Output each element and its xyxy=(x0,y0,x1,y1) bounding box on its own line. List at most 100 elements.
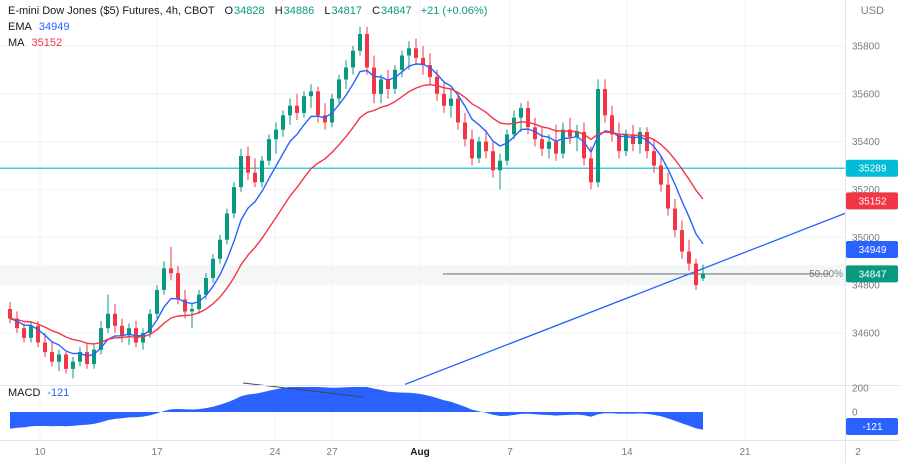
ma-label[interactable]: MA xyxy=(8,37,25,49)
candle-body xyxy=(295,105,299,113)
macd-value-tag-bg xyxy=(846,418,898,435)
ema-indicator-row: EMA 34949 xyxy=(8,19,487,35)
candle-body xyxy=(127,328,131,336)
candle-body xyxy=(85,352,89,365)
price-tag-34949-text: 34949 xyxy=(859,245,887,256)
candle-body xyxy=(414,48,418,58)
candle-body xyxy=(505,134,509,161)
candle-body xyxy=(155,289,159,314)
candle-body xyxy=(680,230,684,252)
ma-value: 35152 xyxy=(31,37,63,49)
candle-body xyxy=(610,115,614,135)
candle-body xyxy=(449,98,453,106)
candle-body xyxy=(99,328,103,350)
candle-body xyxy=(617,134,621,152)
fib-level-label: 50.00% xyxy=(809,269,843,280)
candle-body xyxy=(183,299,187,312)
candle-body xyxy=(645,132,649,152)
candle-body xyxy=(358,34,362,51)
price-tag-35289-bg xyxy=(846,159,898,177)
candle-body xyxy=(456,98,460,123)
high-value: 34886 xyxy=(283,5,315,17)
candle-body xyxy=(687,251,691,264)
time-tick-label[interactable]: 24 xyxy=(269,447,281,458)
macd-tick-label: 0 xyxy=(852,408,858,419)
candle-body xyxy=(526,108,530,128)
candle-body xyxy=(288,105,292,116)
price-tag-35152[interactable]: 35152 xyxy=(846,192,898,210)
macd-area xyxy=(10,387,703,430)
candle-body xyxy=(491,151,495,171)
ema-label[interactable]: EMA xyxy=(8,21,32,33)
ema-line xyxy=(9,63,704,357)
time-tick-label[interactable]: 7 xyxy=(507,447,513,458)
candle-body xyxy=(323,115,327,123)
candle-body xyxy=(253,172,257,183)
symbol-title[interactable]: E-mini Dow Jones ($5) Futures, 4h, CBOT xyxy=(8,5,215,17)
candle-body xyxy=(232,187,236,214)
time-tick-label[interactable]: 2 xyxy=(855,447,861,458)
candle-body xyxy=(421,57,425,66)
time-tick-label[interactable]: 10 xyxy=(34,447,46,458)
candle-body xyxy=(701,273,705,279)
macd-label[interactable]: MACD xyxy=(8,387,41,399)
candle-body xyxy=(302,96,306,113)
candle-body xyxy=(78,352,82,362)
candle-body xyxy=(330,98,334,123)
price-tick-label: 35600 xyxy=(852,89,880,100)
macd-indicator-row: MACD -121 xyxy=(8,387,69,399)
trendline[interactable] xyxy=(404,212,846,386)
time-tick-label[interactable]: Aug xyxy=(410,447,429,458)
currency-label[interactable]: USD xyxy=(860,5,884,17)
candle-body xyxy=(554,141,558,154)
candle-body xyxy=(372,67,376,94)
candle-body xyxy=(64,354,68,369)
low-value: 34817 xyxy=(331,5,363,17)
macd-value-tag[interactable]: -121 xyxy=(846,418,898,435)
candle-body xyxy=(512,117,516,135)
candle-body xyxy=(141,333,145,343)
candle-body xyxy=(568,129,572,137)
candle-body xyxy=(463,122,467,140)
candle-body xyxy=(211,258,215,278)
candle-body xyxy=(428,65,432,78)
time-tick-label[interactable]: 14 xyxy=(621,447,633,458)
candle-body xyxy=(365,34,369,68)
candle-body xyxy=(638,132,642,144)
symbol-legend: E-mini Dow Jones ($5) Futures, 4h, CBOT … xyxy=(8,3,487,51)
candle-body xyxy=(379,79,383,94)
candle-body xyxy=(407,48,411,56)
candle-body xyxy=(106,313,110,329)
low-label: L xyxy=(324,5,331,17)
candle-body xyxy=(120,325,124,336)
candle-body xyxy=(71,361,75,369)
symbol-info-row: E-mini Dow Jones ($5) Futures, 4h, CBOT … xyxy=(8,3,487,19)
price-tag-34949-bg xyxy=(846,241,898,258)
price-tick-label: 35000 xyxy=(852,233,880,244)
price-tick-label: 34800 xyxy=(852,281,880,292)
candle-body xyxy=(498,160,502,171)
price-tick-label: 35200 xyxy=(852,185,880,196)
ema-value: 34949 xyxy=(38,21,70,33)
time-tick-label[interactable]: 27 xyxy=(326,447,338,458)
candle-body xyxy=(246,156,250,173)
candle-body xyxy=(519,108,523,118)
candle-body xyxy=(582,132,586,159)
ma-indicator-row: MA 35152 xyxy=(8,35,487,51)
price-tag-35289[interactable]: 35289 xyxy=(846,159,898,177)
candle-body xyxy=(29,325,33,338)
time-tick-label[interactable]: 17 xyxy=(151,447,163,458)
candle-body xyxy=(547,141,551,149)
candle-body xyxy=(484,141,488,152)
price-tag-34847-bg xyxy=(846,265,898,283)
candle-body xyxy=(673,208,677,231)
candle-body xyxy=(22,328,26,338)
candle-body xyxy=(666,184,670,209)
candle-body xyxy=(274,129,278,140)
ma-line xyxy=(9,83,704,345)
price-tag-34847[interactable]: 34847 xyxy=(846,265,898,283)
price-tag-34949[interactable]: 34949 xyxy=(846,241,898,258)
time-tick-label[interactable]: 21 xyxy=(739,447,751,458)
high-label: H xyxy=(274,5,283,17)
